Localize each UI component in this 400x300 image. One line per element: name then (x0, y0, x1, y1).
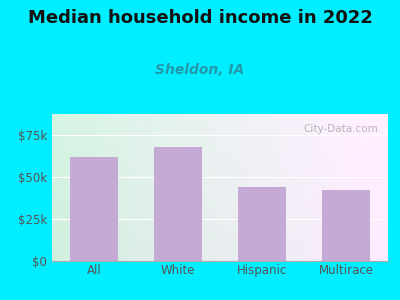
Text: Median household income in 2022: Median household income in 2022 (28, 9, 372, 27)
Text: Sheldon, IA: Sheldon, IA (155, 63, 245, 77)
Bar (238, 187, 286, 261)
Bar (154, 147, 202, 261)
Bar (70, 157, 118, 261)
Bar (322, 190, 370, 261)
Text: City-Data.com: City-Data.com (303, 124, 378, 134)
